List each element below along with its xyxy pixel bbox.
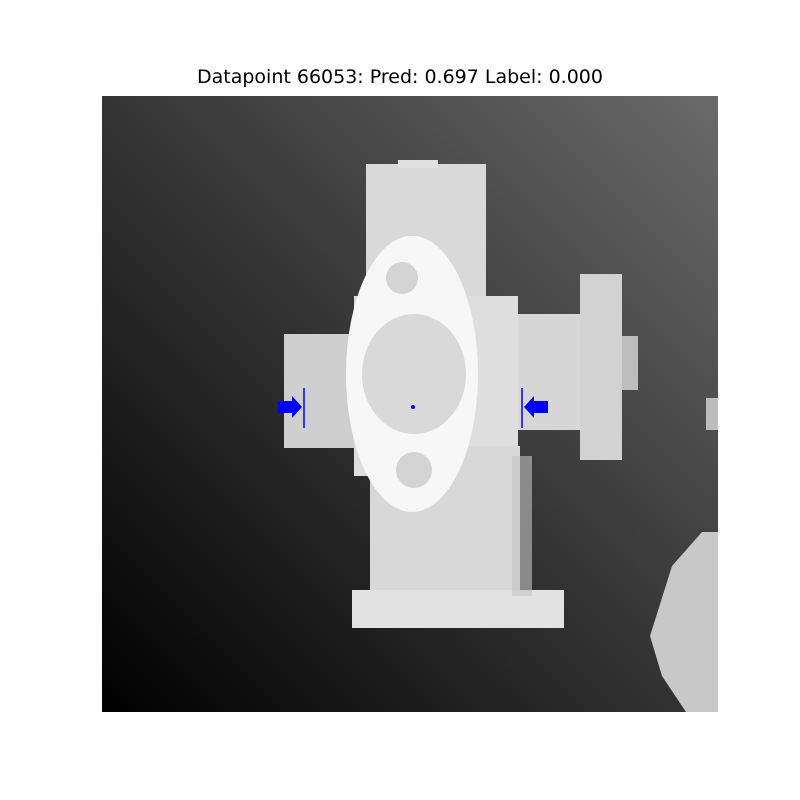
depth-image-frame: [102, 96, 718, 712]
grasp-center-point: [411, 405, 415, 409]
plot-title: Datapoint 66053: Pred: 0.697 Label: 0.00…: [0, 66, 800, 88]
depth-image: [102, 96, 718, 712]
